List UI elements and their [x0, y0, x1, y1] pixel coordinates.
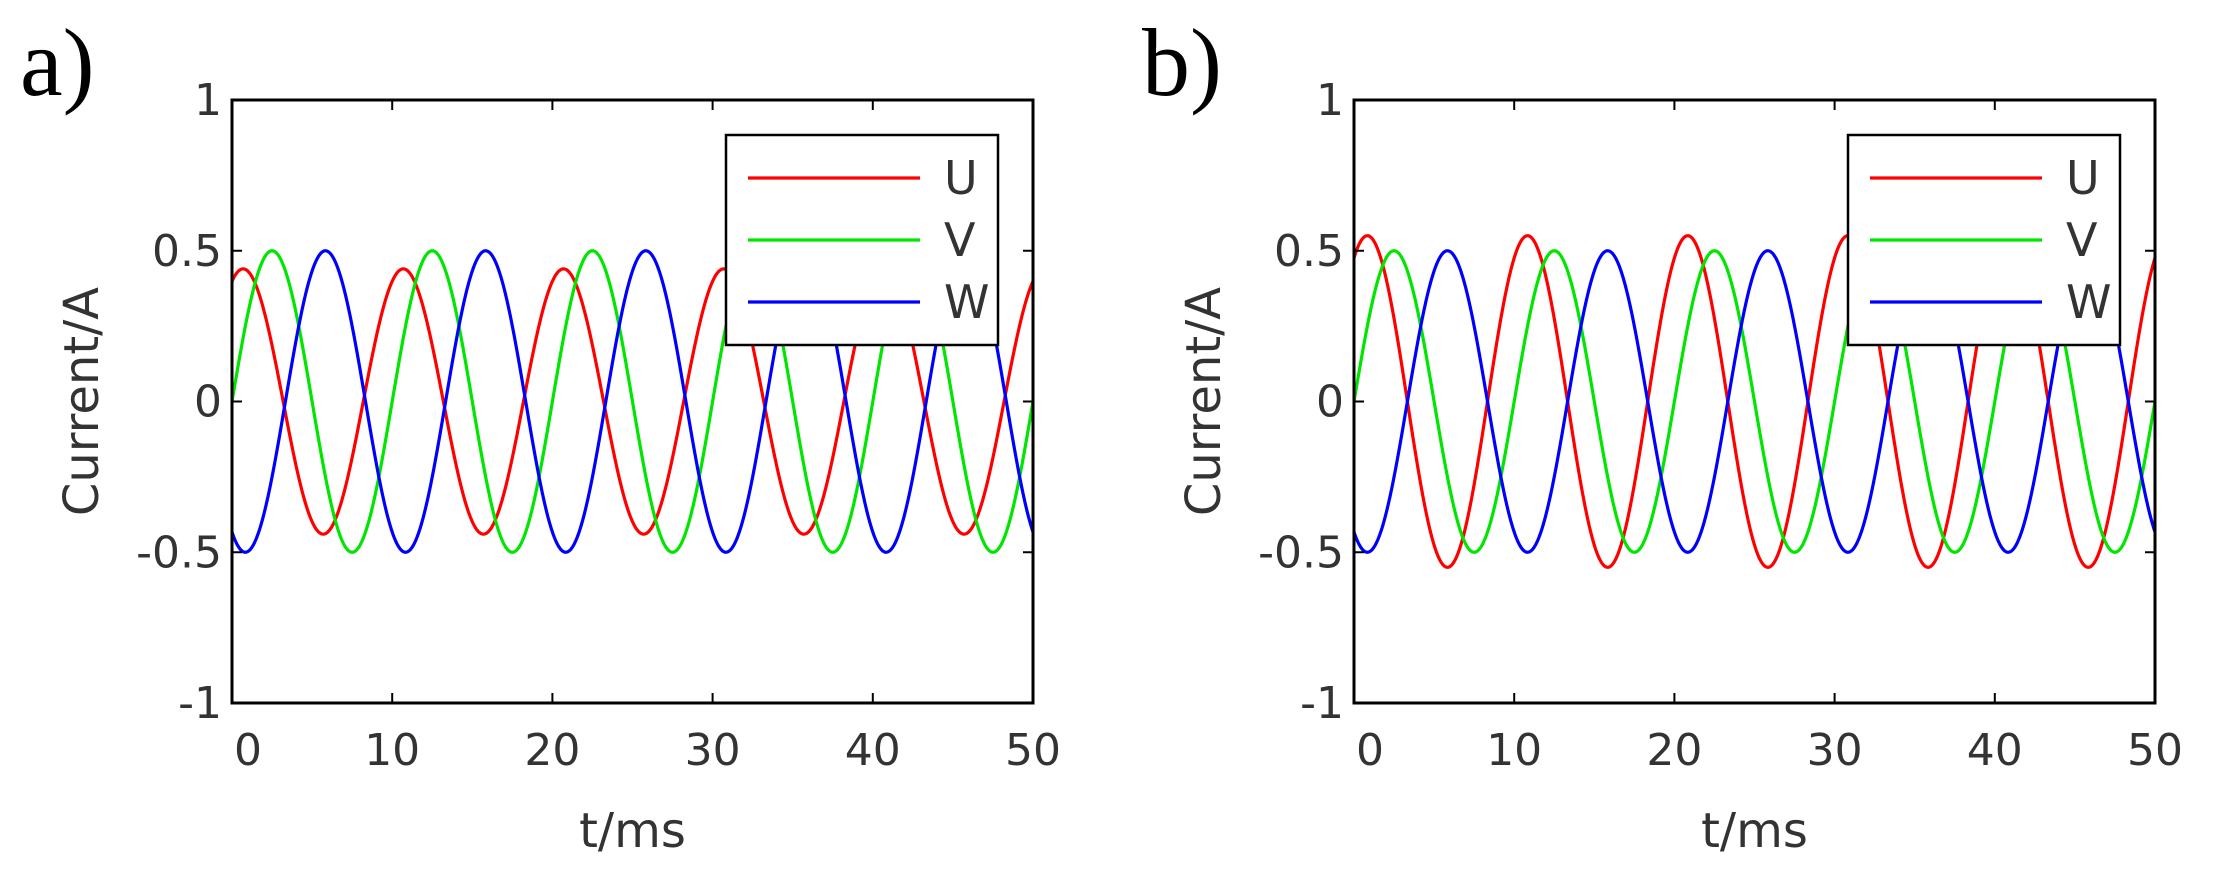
- x-tick-label: 20: [524, 725, 580, 776]
- y-tick-label: 0: [1316, 377, 1344, 428]
- y-tick-label: -0.5: [136, 527, 222, 578]
- legend-label-v: V: [2066, 213, 2098, 267]
- y-tick-label: -0.5: [1258, 527, 1344, 578]
- series-line-w: [1354, 249, 2155, 554]
- legend-label-v: V: [944, 213, 976, 267]
- legend: UVW: [1846, 133, 2122, 347]
- y-axis-label: Current/A: [1176, 287, 1232, 516]
- panel-label: a): [20, 9, 95, 116]
- y-tick-label: 0.5: [1274, 226, 1344, 277]
- x-tick-label: 50: [1005, 725, 1061, 776]
- legend-label-w: W: [944, 275, 989, 329]
- x-tick-label: 40: [1967, 725, 2023, 776]
- x-tick-label: 10: [364, 725, 420, 776]
- x-tick-label: 0: [234, 725, 262, 776]
- y-tick-label: 1: [1316, 75, 1344, 126]
- x-axis-label: t/ms: [1701, 803, 1808, 859]
- x-tick-label: 50: [2127, 725, 2183, 776]
- y-tick-label: 0.5: [152, 226, 222, 277]
- x-tick-label: 20: [1646, 725, 1702, 776]
- legend-label-u: U: [2066, 151, 2100, 205]
- x-tick-label: 10: [1486, 725, 1542, 776]
- series-line-w: [232, 249, 1033, 554]
- x-axis-label: t/ms: [579, 803, 686, 859]
- panel-label: b): [1142, 9, 1222, 116]
- x-tick-label: 30: [685, 725, 741, 776]
- y-tick-label: -1: [1300, 678, 1344, 729]
- legend-label-w: W: [2066, 275, 2111, 329]
- x-tick-label: 0: [1356, 725, 1384, 776]
- y-tick-label: -1: [178, 678, 222, 729]
- x-tick-label: 30: [1807, 725, 1863, 776]
- y-axis-label: Current/A: [54, 287, 110, 516]
- x-tick-label: 40: [845, 725, 901, 776]
- y-tick-label: 1: [194, 75, 222, 126]
- legend-label-u: U: [944, 151, 978, 205]
- y-tick-label: 0: [194, 377, 222, 428]
- legend: UVW: [724, 133, 1000, 347]
